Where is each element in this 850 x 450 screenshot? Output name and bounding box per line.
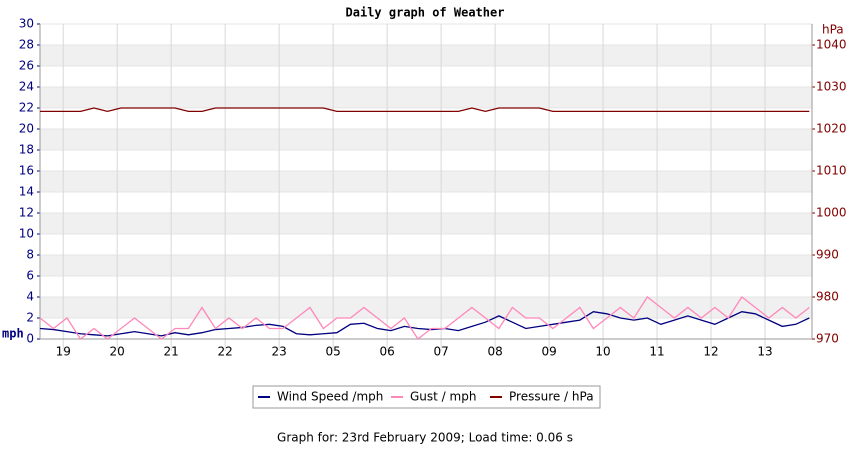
x-tick-label: 10 xyxy=(595,345,610,359)
grid-band xyxy=(40,45,812,66)
grid-band xyxy=(40,171,812,192)
legend-label: Gust / mph xyxy=(410,390,476,404)
x-tick-label: 06 xyxy=(379,345,394,359)
x-tick-label: 09 xyxy=(541,345,556,359)
footer: Graph for: 23rd February 2009; Load time… xyxy=(277,431,573,445)
x-tick-label: 11 xyxy=(649,345,664,359)
legend-label: Wind Speed /mph xyxy=(277,390,383,404)
y-tick-label: 30 xyxy=(19,17,34,31)
series-line xyxy=(40,107,810,113)
y-tick-label: 2 xyxy=(26,311,34,325)
grid-band xyxy=(40,255,812,276)
legend-label: Pressure / hPa xyxy=(509,390,594,404)
y-tick-label: 16 xyxy=(19,164,34,178)
y-tick-label: 18 xyxy=(19,143,34,157)
y2-tick-label: 980 xyxy=(816,290,839,304)
x-tick-label: 21 xyxy=(164,345,179,359)
chart-title: Daily graph of Weather xyxy=(346,6,505,20)
y-tick-label: 4 xyxy=(26,290,34,304)
y-tick-label: 8 xyxy=(26,248,34,262)
x-tick-label: 13 xyxy=(757,345,772,359)
y-tick-label: 14 xyxy=(19,185,34,199)
y-tick-label: 10 xyxy=(19,227,34,241)
series-line xyxy=(39,296,810,340)
grid-band xyxy=(40,129,812,150)
y2-tick-label: 970 xyxy=(816,332,839,346)
y-tick-label: 24 xyxy=(19,80,34,94)
y-tick-label: 12 xyxy=(19,206,34,220)
y2-tick-label: 1000 xyxy=(816,206,847,220)
y-axis-label: mph xyxy=(2,327,24,341)
y2-tick-label: 1020 xyxy=(816,122,847,136)
y-tick-label: 20 xyxy=(19,122,34,136)
y-tick-label: 26 xyxy=(19,59,34,73)
y2-tick-label: 1010 xyxy=(816,164,847,178)
y-tick-label: 0 xyxy=(26,332,34,346)
x-tick-label: 12 xyxy=(703,345,718,359)
y2-tick-label: 990 xyxy=(816,248,839,262)
y2-tick-label: 1030 xyxy=(816,80,847,94)
y-tick-label: 22 xyxy=(19,101,34,115)
x-tick-label: 08 xyxy=(487,345,502,359)
grid-band xyxy=(40,297,812,318)
y-tick-label: 28 xyxy=(19,38,34,52)
grid-band xyxy=(40,213,812,234)
y-tick-label: 6 xyxy=(26,269,34,283)
x-tick-label: 05 xyxy=(326,345,341,359)
legend-box xyxy=(252,385,601,409)
y2-axis-label: hPa xyxy=(822,23,844,37)
x-tick-label: 20 xyxy=(110,345,125,359)
x-tick-label: 22 xyxy=(218,345,233,359)
x-tick-label: 23 xyxy=(272,345,287,359)
x-tick-label: 07 xyxy=(433,345,448,359)
grid-band xyxy=(40,87,812,108)
y2-tick-label: 1040 xyxy=(816,38,847,52)
x-tick-label: 19 xyxy=(56,345,71,359)
